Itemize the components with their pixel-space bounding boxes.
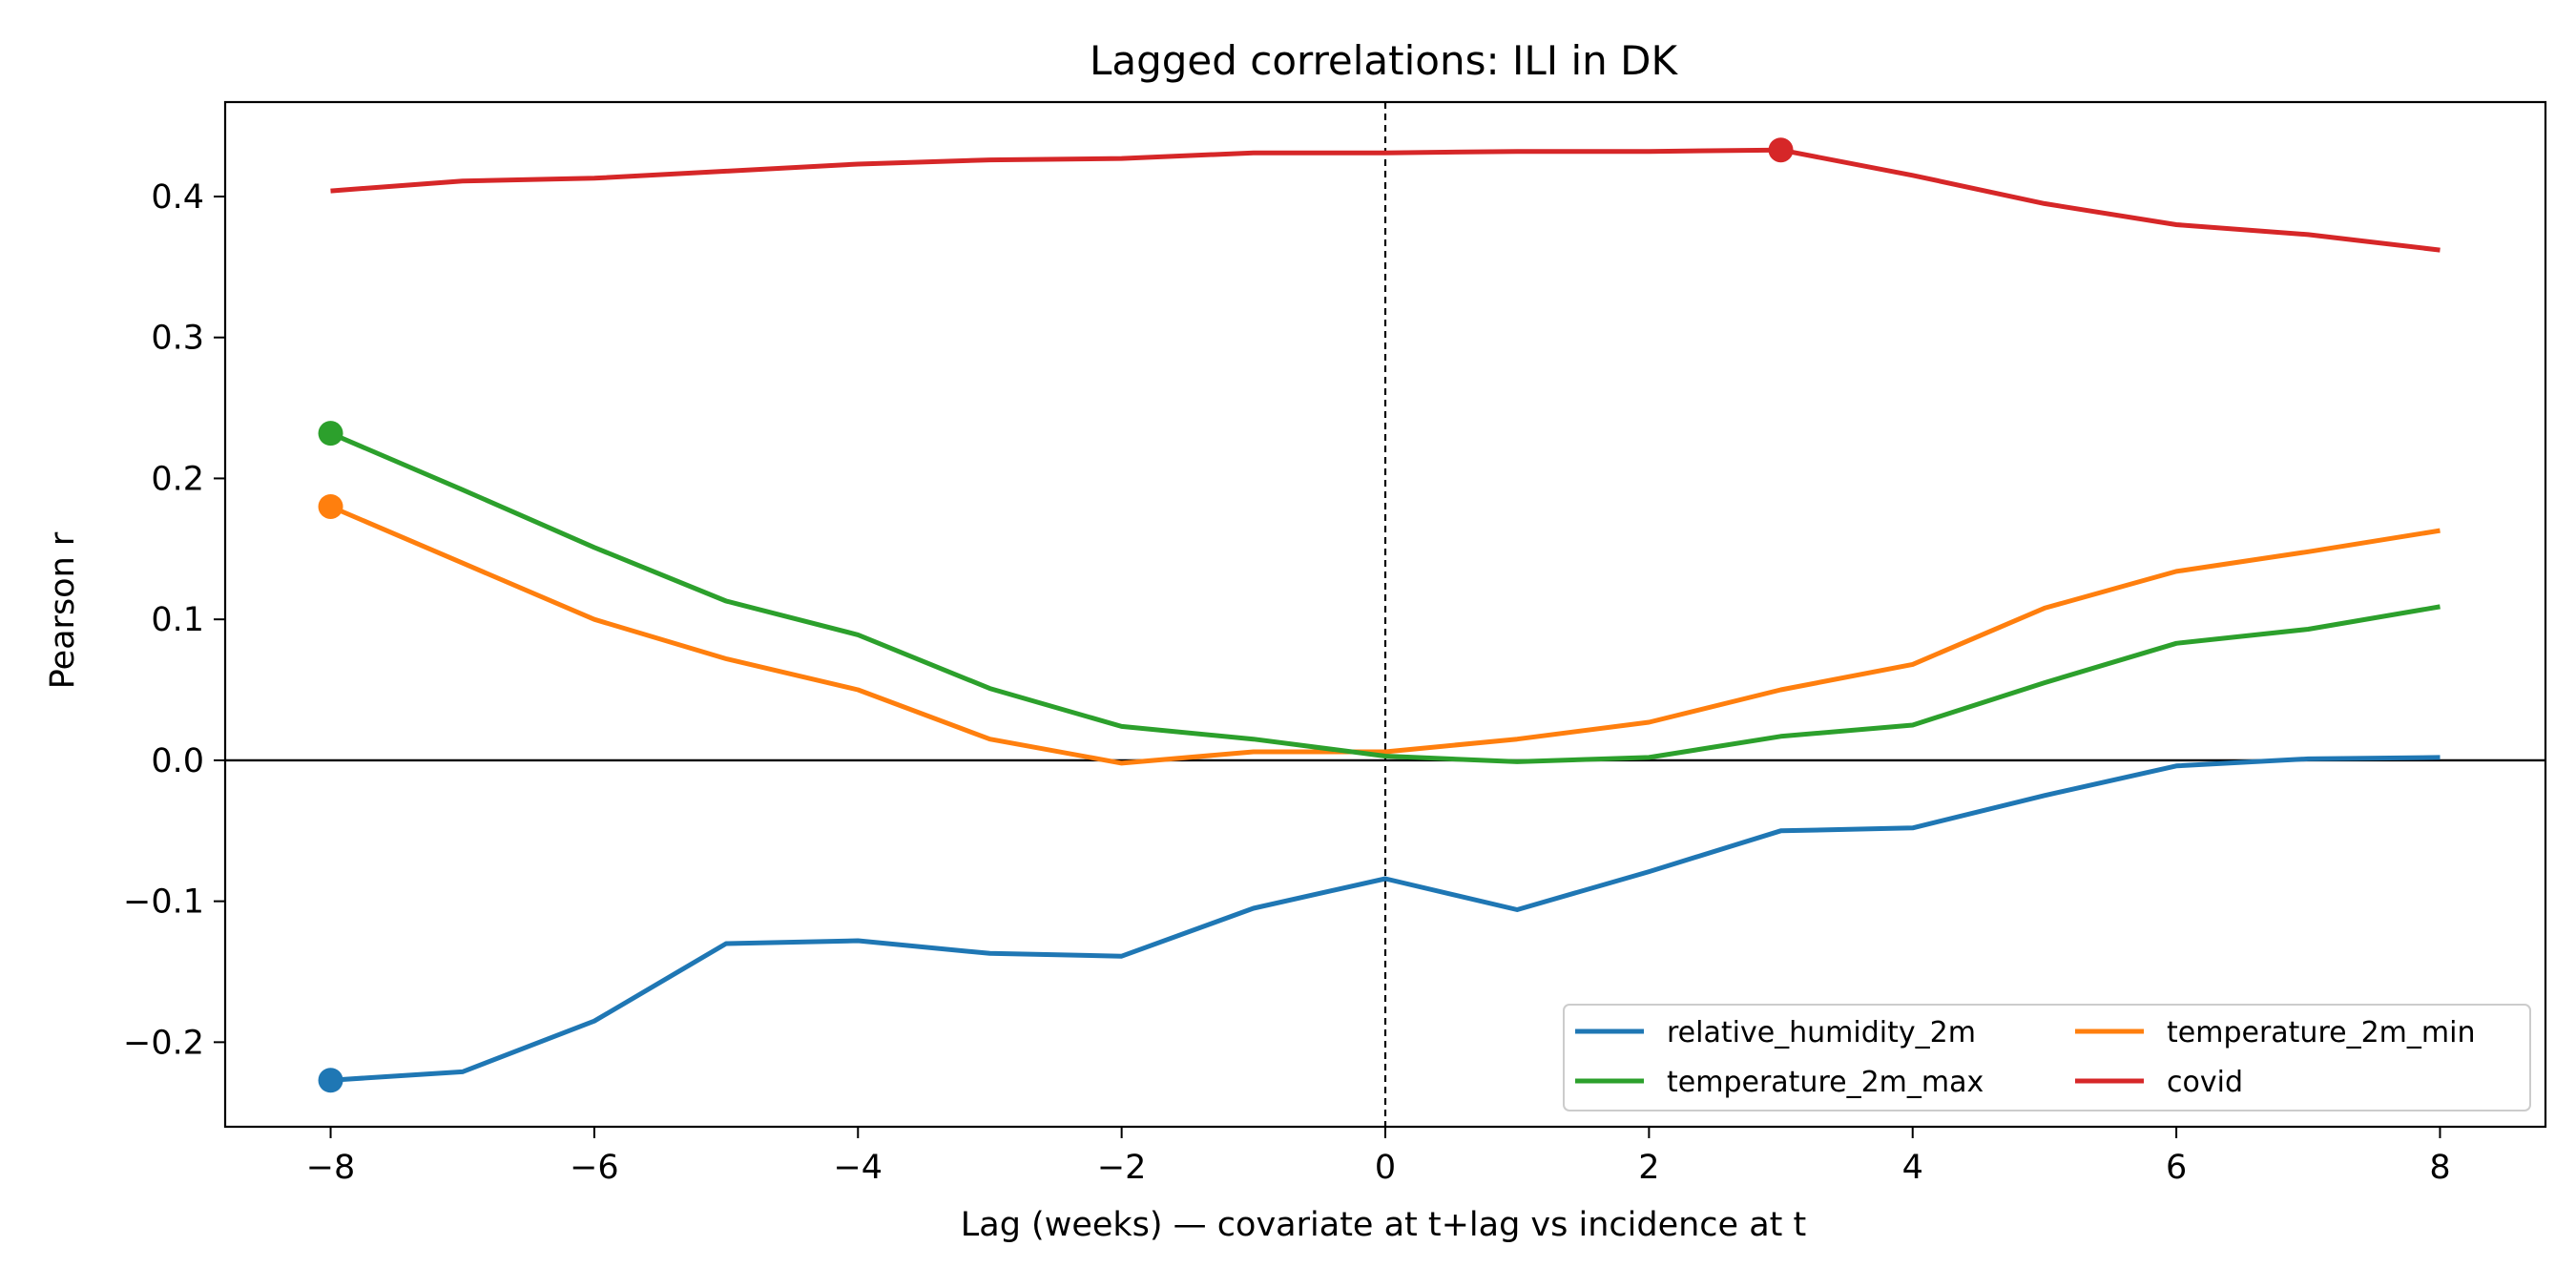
series-line-temperature-2m-min xyxy=(329,504,2441,766)
y-axis: −0.2 −0.1 0.0 0.1 0.2 0.3 0.4 xyxy=(123,178,225,1062)
reference-lines xyxy=(225,102,2545,1127)
series-line-relative-humidity-2m xyxy=(330,755,2441,1083)
peak-marker-relative-humidity-2m xyxy=(318,1068,343,1093)
y-tick-label: 0.4 xyxy=(151,178,204,217)
y-tick-label: 0.0 xyxy=(151,742,204,780)
y-tick-label: 0.2 xyxy=(151,460,204,498)
legend-item-temperature-2m-min: temperature_2m_min xyxy=(2075,1016,2475,1049)
peak-marker-temperature-2m-min xyxy=(318,493,343,519)
y-tick-label: 0.1 xyxy=(151,601,204,639)
x-tick-label: −2 xyxy=(1097,1149,1147,1187)
x-tick-label: 8 xyxy=(2429,1149,2450,1187)
y-axis-title: Pearson r xyxy=(44,531,82,689)
y-tick-label: 0.3 xyxy=(151,320,204,358)
peak-marker-temperature-2m-max xyxy=(318,421,343,447)
x-tick-label: 0 xyxy=(1375,1149,1396,1187)
x-tick-label: 6 xyxy=(2166,1149,2187,1187)
legend-label: temperature_2m_min xyxy=(2167,1016,2475,1049)
legend-item-covid: covid xyxy=(2075,1066,2243,1099)
chart-title: Lagged correlations: ILI in DK xyxy=(1090,37,1679,84)
legend-item-relative-humidity-2m: relative_humidity_2m xyxy=(1575,1016,1976,1049)
legend: relative_humidity_2m temperature_2m_minte… xyxy=(1563,1004,2531,1111)
legend-label: temperature_2m_max xyxy=(1667,1066,1984,1099)
legend-box xyxy=(1563,1004,2531,1111)
series-line-temperature-2m-max xyxy=(329,430,2441,764)
series-relative-humidity-2m xyxy=(318,755,2441,1093)
legend-label: covid xyxy=(2167,1066,2243,1099)
x-axis: −8 −6 −4 −2 0 2 4 6 8 xyxy=(306,1127,2451,1187)
series-line-covid xyxy=(330,147,2441,253)
series-covid xyxy=(330,137,2441,253)
x-tick-label: −4 xyxy=(833,1149,883,1187)
series-temperature-2m-min xyxy=(318,493,2441,766)
legend-item-temperature-2m-max: temperature_2m_max xyxy=(1575,1066,1984,1099)
x-tick-label: −6 xyxy=(570,1149,619,1187)
plot-area xyxy=(223,100,2547,1129)
x-tick-label: 2 xyxy=(1638,1149,1659,1187)
series-layer xyxy=(318,137,2441,1093)
peak-marker-covid xyxy=(1768,137,1794,163)
x-tick-label: −8 xyxy=(306,1149,356,1187)
y-tick-label: −0.2 xyxy=(123,1024,204,1062)
x-tick-label: 4 xyxy=(1902,1149,1923,1187)
x-axis-title: Lag (weeks) — covariate at t+lag vs inci… xyxy=(961,1206,1806,1244)
series-temperature-2m-max xyxy=(318,421,2441,764)
legend-label: relative_humidity_2m xyxy=(1667,1016,1976,1049)
y-tick-label: −0.1 xyxy=(123,883,204,922)
